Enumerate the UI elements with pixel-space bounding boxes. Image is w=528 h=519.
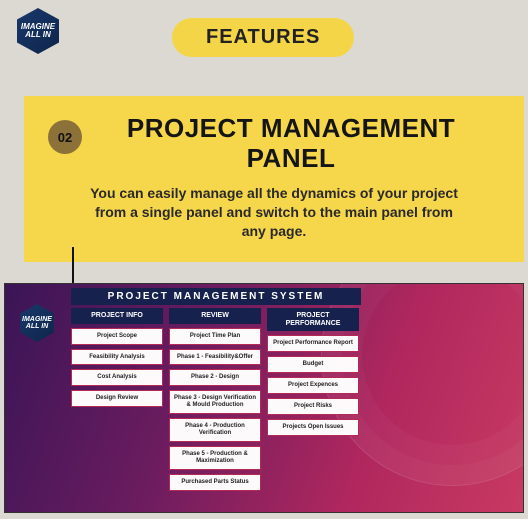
menu-item[interactable]: Project Time Plan [169,328,261,345]
app-logo-text-2: ALL IN [26,323,48,330]
app-logo-hex-icon: IMAGINE ALL IN [13,304,61,342]
menu-item[interactable]: Project Expences [267,377,359,394]
menu-item[interactable]: Phase 4 - Production Verification [169,418,261,442]
menu-item[interactable]: Design Review [71,390,163,407]
menu-item[interactable]: Feasibility Analysis [71,349,163,366]
column-header: PROJECT INFO [71,308,163,324]
menu-item[interactable]: Budget [267,356,359,373]
column-performance: PROJECT PERFORMANCE Project Performance … [267,308,359,491]
menu-item[interactable]: Project Performance Report [267,335,359,352]
app-title: PROJECT MANAGEMENT SYSTEM [71,288,361,305]
features-heading: FEATURES [172,18,354,57]
logo-hex-icon: IMAGINE ALL IN [8,8,68,54]
menu-item[interactable]: Phase 1 - Feasibility&Offer [169,349,261,366]
column-header: PROJECT PERFORMANCE [267,308,359,331]
menu-item[interactable]: Cost Analysis [71,369,163,386]
menu-item[interactable]: Phase 5 - Production & Maximization [169,446,261,470]
app-columns: PROJECT INFO Project Scope Feasibility A… [71,308,359,491]
menu-item[interactable]: Project Risks [267,398,359,415]
menu-item[interactable]: Project Scope [71,328,163,345]
feature-title: PROJECT MANAGEMENT PANEL [82,114,500,174]
menu-item[interactable]: Phase 3 - Design Verification & Mould Pr… [169,390,261,414]
menu-item[interactable]: Projects Open Issues [267,419,359,436]
column-review: REVIEW Project Time Plan Phase 1 - Feasi… [169,308,261,491]
logo-text-2: ALL IN [25,31,51,39]
feature-card: 02 PROJECT MANAGEMENT PANEL You can easi… [24,96,524,262]
app-brand-logo: IMAGINE ALL IN [13,304,63,344]
app-screenshot: IMAGINE ALL IN PROJECT MANAGEMENT SYSTEM… [4,283,524,513]
column-project-info: PROJECT INFO Project Scope Feasibility A… [71,308,163,491]
feature-description: You can easily manage all the dynamics o… [48,184,500,241]
column-header: REVIEW [169,308,261,324]
brand-logo: IMAGINE ALL IN [8,8,70,56]
menu-item[interactable]: Purchased Parts Status [169,474,261,491]
app-logo-text-1: IMAGINE [22,316,52,323]
feature-number-badge: 02 [48,120,82,154]
menu-item[interactable]: Phase 2 - Design [169,369,261,386]
